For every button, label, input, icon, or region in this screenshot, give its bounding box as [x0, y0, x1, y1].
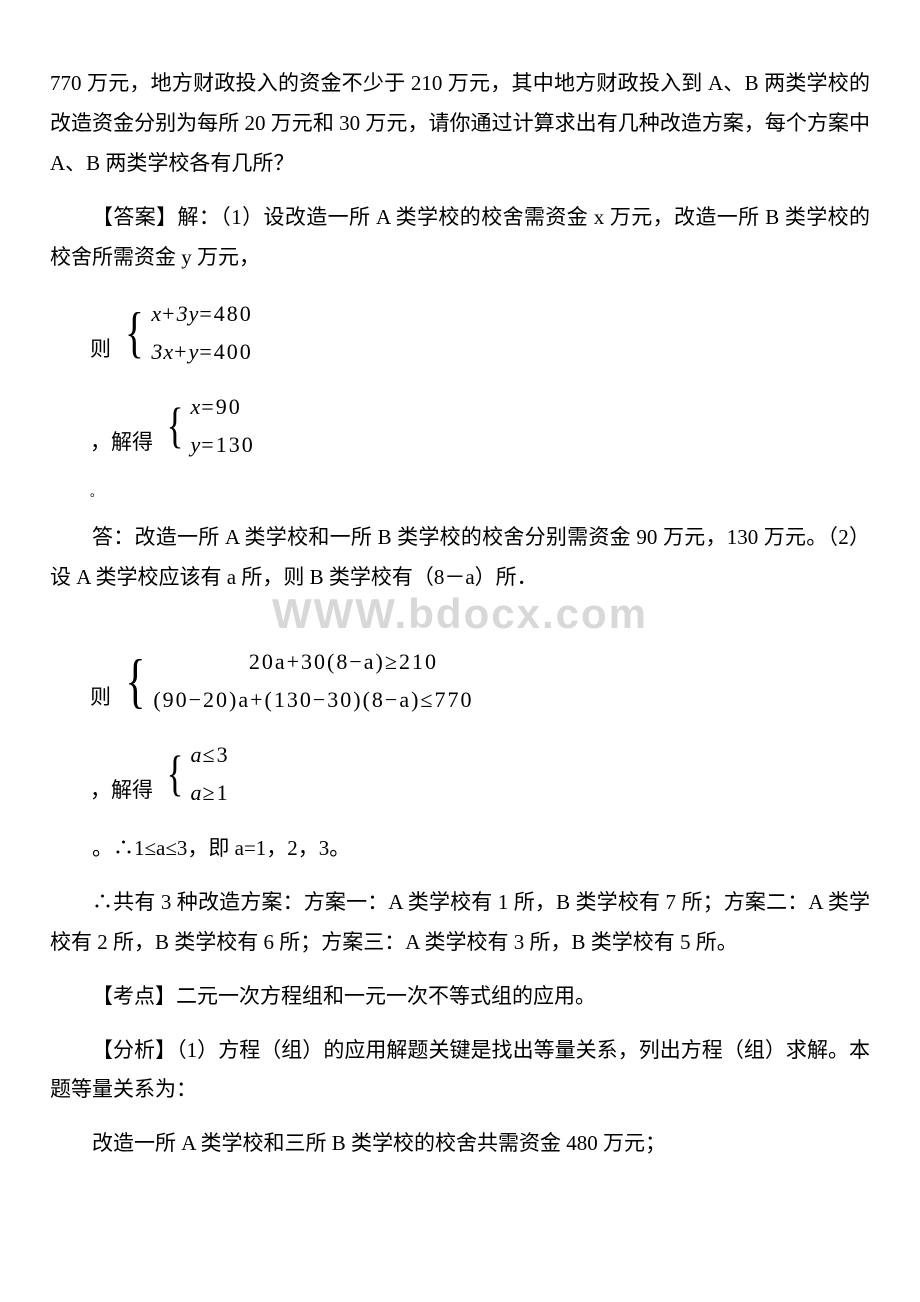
eq2-label: ，解得	[90, 423, 153, 463]
paragraph-topic: 【考点】二元一次方程组和一元一次不等式组的应用。	[50, 977, 870, 1017]
equation-system-3: 则 { 20a+30(8−a)≥210 (90−20)a+(130−30)(8−…	[90, 643, 870, 718]
eq2-line1: x=90	[191, 388, 255, 425]
equation-system-4: ，解得 { a≤3 a≥1	[90, 736, 870, 811]
eq1-line2: 3x+y=400	[151, 333, 252, 370]
eq4-line2: a≥1	[191, 774, 230, 811]
paragraph-answer-part2: 答：改造一所 A 类学校和一所 B 类学校的校舍分别需资金 90 万元，130 …	[50, 518, 870, 598]
eq3-line2: (90−20)a+(130−30)(8−a)≤770	[153, 681, 473, 718]
eq3-line1: 20a+30(8−a)≥210	[153, 643, 473, 680]
paragraph-conclusion-range: 。∴1≤a≤3，即 a=1，2，3。	[50, 829, 870, 869]
paragraph-relation: 改造一所 A 类学校和三所 B 类学校的校舍共需资金 480 万元；	[50, 1124, 870, 1164]
left-brace-icon: {	[166, 403, 183, 448]
eq4-line1: a≤3	[191, 736, 230, 773]
paragraph-answer-intro: 【答案】解：（1）设改造一所 A 类学校的校舍需资金 x 万元，改造一所 B 类…	[50, 198, 870, 278]
equation-system-1: 则 { x+3y=480 3x+y=400	[90, 295, 870, 370]
eq4-label: ，解得	[90, 771, 153, 811]
eq2-line2: y=130	[191, 426, 255, 463]
equation-system-2: ，解得 { x=90 y=130	[90, 388, 870, 463]
left-brace-icon: {	[125, 308, 144, 358]
left-brace-icon: {	[166, 751, 183, 796]
eq3-label: 则	[90, 678, 111, 718]
paragraph-analysis: 【分析】（1）方程（组）的应用解题关键是找出等量关系，列出方程（组）求解。本题等…	[50, 1031, 870, 1111]
eq1-line1: x+3y=480	[151, 295, 252, 332]
eq1-label: 则	[90, 330, 111, 370]
period-mark: 。	[90, 481, 870, 504]
paragraph-context: 770 万元，地方财政投入的资金不少于 210 万元，其中地方财政投入到 A、B…	[50, 64, 870, 184]
paragraph-solutions: ∴共有 3 种改造方案：方案一：A 类学校有 1 所，B 类学校有 7 所；方案…	[50, 883, 870, 963]
left-brace-icon: {	[125, 654, 145, 708]
